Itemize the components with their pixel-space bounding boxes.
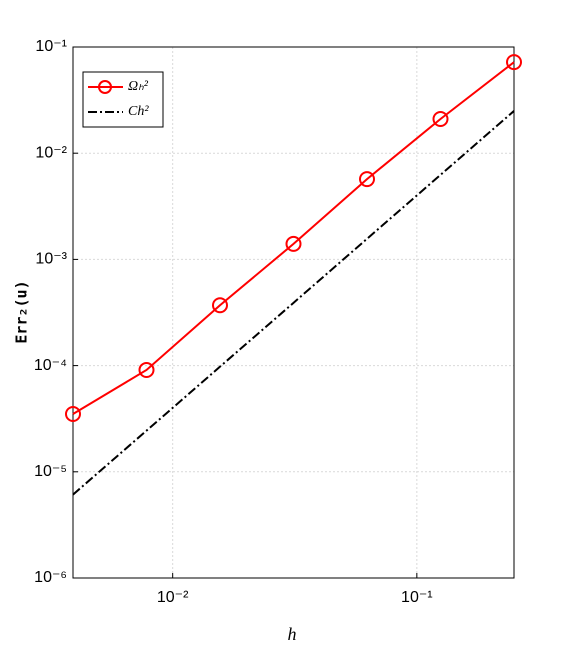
legend-label: Ωₕ² — [128, 79, 149, 94]
legend-label: Ch² — [128, 104, 149, 119]
series-line — [72, 61, 515, 415]
x-tick-label: 10⁻¹ — [401, 589, 433, 606]
x-tick-label: 10⁻² — [157, 589, 189, 606]
y-tick-label: 10⁻¹ — [35, 38, 67, 55]
y-tick-label: 10⁻³ — [35, 251, 67, 268]
plot-area — [73, 47, 514, 578]
x-axis-label: h — [288, 624, 297, 644]
legend-marker — [98, 80, 112, 94]
y-tick-label: 10⁻² — [35, 144, 67, 161]
legend-box — [82, 71, 164, 128]
point — [138, 361, 155, 378]
point — [432, 110, 449, 127]
y-tick-label: 10⁻⁶ — [34, 569, 67, 586]
plot-border — [72, 46, 515, 579]
y-axis-label: Err₂(u) — [13, 280, 31, 343]
series-line — [72, 110, 515, 496]
point — [359, 171, 375, 188]
point — [506, 54, 522, 71]
y-tick-label: 10⁻⁵ — [34, 463, 67, 480]
y-tick-label: 10⁻⁴ — [34, 357, 67, 374]
point — [65, 406, 81, 423]
point — [212, 297, 228, 314]
point — [285, 235, 302, 252]
